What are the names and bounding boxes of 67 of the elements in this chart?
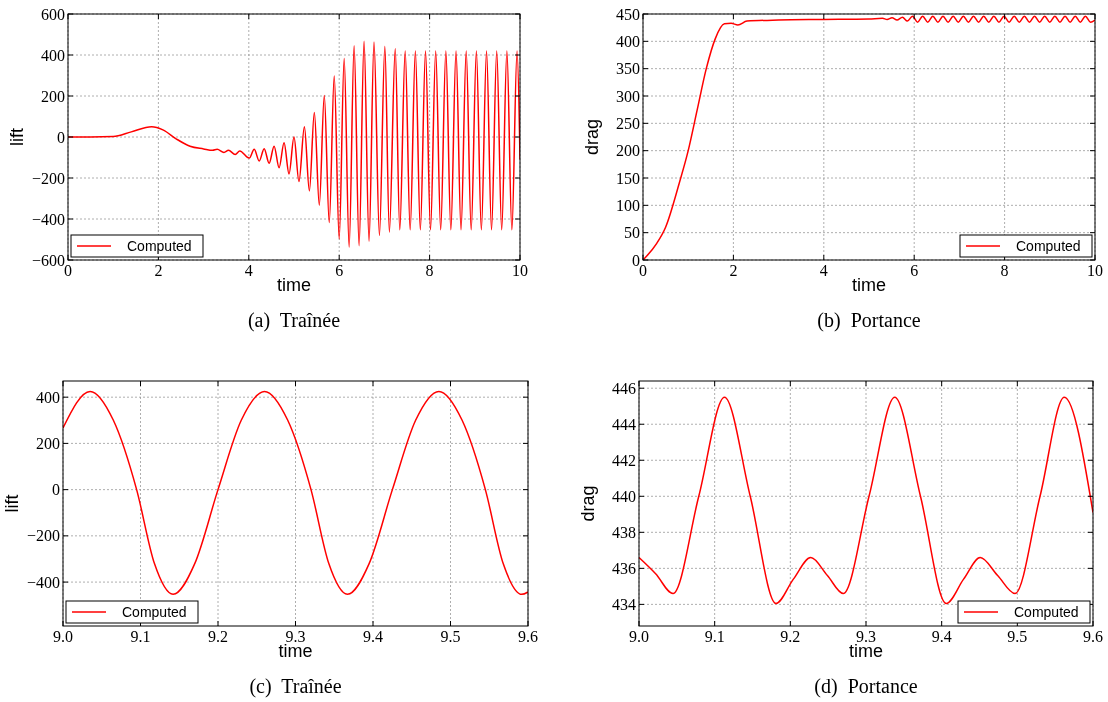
y-tick-label: −400 bbox=[26, 573, 60, 591]
x-tick-label: 10 bbox=[512, 262, 528, 279]
x-tick-label: 4 bbox=[244, 262, 253, 279]
y-tick-label: 350 bbox=[616, 60, 640, 78]
y-tick-label: 440 bbox=[612, 487, 636, 505]
x-tick-label: 2 bbox=[154, 262, 163, 279]
y-tick-label: 434 bbox=[612, 595, 636, 613]
x-tick-label: 9.1 bbox=[704, 628, 725, 645]
x-tick-label: 9.0 bbox=[629, 628, 649, 645]
y-axis-title: drag bbox=[578, 485, 598, 522]
y-tick-label: 150 bbox=[616, 169, 640, 187]
x-tick-label: 9.2 bbox=[208, 628, 228, 645]
y-tick-label: 100 bbox=[616, 196, 640, 214]
y-tick-label: 442 bbox=[612, 451, 636, 469]
y-tick-label: 436 bbox=[612, 559, 636, 577]
y-tick-label: 50 bbox=[624, 224, 640, 242]
y-axis-title: lift bbox=[2, 494, 22, 513]
line-series bbox=[643, 15, 1095, 260]
x-axis-title: time bbox=[276, 275, 312, 295]
x-tick-label: 8 bbox=[1000, 262, 1009, 279]
y-tick-label: 400 bbox=[616, 32, 640, 50]
y-tick-label: 444 bbox=[612, 415, 636, 433]
y-tick-label: 446 bbox=[612, 379, 636, 397]
y-axis-title: drag bbox=[582, 118, 602, 156]
x-tick-label: 6 bbox=[910, 262, 919, 279]
x-tick-label: 9.2 bbox=[780, 628, 801, 645]
x-tick-label: 9.0 bbox=[53, 628, 73, 645]
legend-label: Computed bbox=[122, 604, 187, 620]
y-tick-label: 0 bbox=[57, 128, 65, 146]
x-tick-label: 9.1 bbox=[130, 628, 151, 645]
line-series bbox=[639, 396, 1093, 605]
text: (a) Traînée bbox=[247, 309, 341, 332]
y-tick-label: 400 bbox=[41, 46, 65, 64]
x-tick-label: 10 bbox=[1087, 262, 1103, 279]
y-tick-label: −600 bbox=[31, 251, 65, 269]
y-tick-label: 250 bbox=[616, 114, 640, 132]
x-tick-label: 9.6 bbox=[1083, 628, 1103, 645]
text: (d) Portance bbox=[814, 675, 918, 698]
x-tick-label: 8 bbox=[425, 262, 434, 279]
x-tick-label: 9.4 bbox=[931, 628, 952, 645]
legend-label: Computed bbox=[127, 238, 192, 254]
y-tick-label: 400 bbox=[36, 388, 60, 406]
text: (c) Traînée bbox=[249, 675, 342, 698]
y-tick-label: 300 bbox=[616, 87, 640, 105]
y-tick-label: 450 bbox=[616, 5, 640, 23]
y-tick-label: 0 bbox=[52, 481, 60, 499]
x-tick-label: 2 bbox=[729, 262, 738, 279]
y-tick-label: 200 bbox=[41, 87, 65, 105]
x-tick-label: 9.5 bbox=[440, 628, 461, 645]
y-tick-label: −400 bbox=[31, 210, 65, 228]
legend-label: Computed bbox=[1014, 604, 1079, 620]
text: (b) Portance bbox=[817, 309, 921, 332]
y-tick-label: 600 bbox=[41, 5, 65, 23]
x-tick-label: 9.5 bbox=[1007, 628, 1028, 645]
x-tick-label: 4 bbox=[819, 262, 828, 279]
y-tick-label: 438 bbox=[612, 523, 636, 541]
x-tick-label: 9.6 bbox=[518, 628, 538, 645]
x-tick-label: 9.4 bbox=[363, 628, 383, 645]
line-series bbox=[63, 390, 528, 596]
x-tick-label: 6 bbox=[335, 262, 344, 279]
y-axis-title: lift bbox=[7, 128, 27, 146]
y-tick-label: 200 bbox=[616, 142, 640, 160]
legend-label: Computed bbox=[1016, 238, 1081, 254]
y-tick-label: −200 bbox=[31, 169, 65, 187]
y-tick-label: −200 bbox=[26, 527, 60, 545]
x-axis-title: time bbox=[851, 275, 887, 295]
y-tick-label: 200 bbox=[36, 435, 60, 453]
